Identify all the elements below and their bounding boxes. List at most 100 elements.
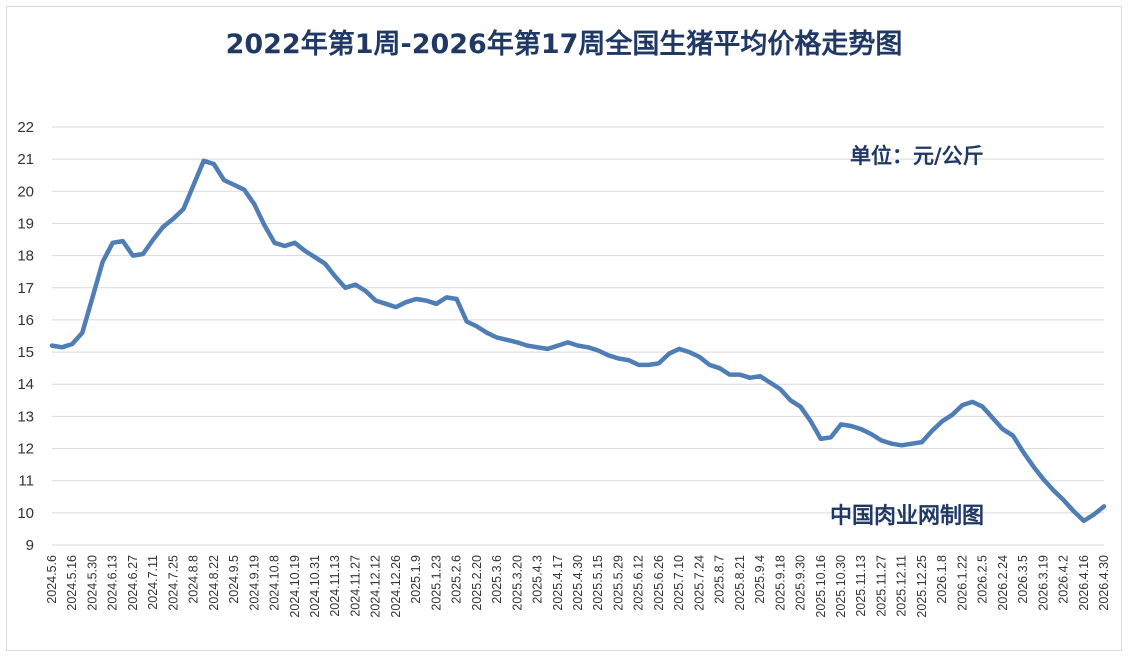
x-tick-label: 2026.1.22 xyxy=(955,555,969,611)
x-tick-label: 2025.4.30 xyxy=(571,555,585,611)
x-tick-label: 2025.7.10 xyxy=(672,555,686,611)
data-point xyxy=(526,344,529,347)
data-point xyxy=(597,349,600,352)
data-point xyxy=(536,346,539,349)
data-point xyxy=(101,260,104,264)
data-point xyxy=(708,363,711,367)
data-point xyxy=(971,400,974,404)
y-tick-label: 16 xyxy=(17,312,34,329)
data-point xyxy=(202,159,205,162)
data-point xyxy=(1032,465,1035,468)
data-point xyxy=(394,305,398,309)
data-point xyxy=(1021,450,1025,453)
data-point xyxy=(141,252,145,256)
data-point xyxy=(465,320,468,323)
data-point xyxy=(172,217,175,220)
x-tick-label: 2025.9.18 xyxy=(773,555,787,611)
data-point xyxy=(576,344,580,347)
x-tick-label: 2024.10.8 xyxy=(268,555,282,611)
data-point xyxy=(819,437,822,441)
data-point xyxy=(981,405,984,408)
data-point xyxy=(941,420,944,423)
y-tick-label: 22 xyxy=(17,119,34,136)
x-tick-label: 2025.4.17 xyxy=(551,555,565,611)
data-point xyxy=(586,346,590,349)
x-tick-label: 2024.10.31 xyxy=(308,555,322,618)
data-point xyxy=(607,354,610,357)
data-point xyxy=(920,440,924,444)
data-point xyxy=(475,325,478,328)
data-point xyxy=(60,346,64,349)
data-point xyxy=(678,347,681,351)
x-tick-label: 2025.3.20 xyxy=(510,555,524,611)
data-point xyxy=(647,363,650,367)
x-axis-ticks: 2024.5.6 2024.5.16 2024.5.30 2024.6.13 2024.… xyxy=(45,555,1111,618)
x-tick-label: 2025.9.30 xyxy=(794,555,808,611)
x-tick-label: 2025.6.26 xyxy=(652,555,666,611)
x-tick-label: 2024.8.22 xyxy=(207,555,221,611)
x-tick-label: 2024.9.19 xyxy=(247,555,261,611)
data-point xyxy=(1042,477,1045,481)
data-point xyxy=(698,355,701,359)
data-point xyxy=(384,302,387,305)
data-point xyxy=(435,302,438,305)
data-point xyxy=(283,244,286,248)
x-tick-label: 2024.11.13 xyxy=(328,555,342,617)
x-tick-label: 2026.4.16 xyxy=(1077,555,1091,611)
y-tick-label: 12 xyxy=(17,441,34,458)
x-tick-label: 2025.1.23 xyxy=(429,555,443,611)
data-point xyxy=(323,262,327,265)
data-point xyxy=(961,403,964,407)
data-point xyxy=(657,362,661,365)
x-tick-label: 2026.2.5 xyxy=(976,555,990,604)
data-point xyxy=(870,432,873,436)
data-point xyxy=(1092,513,1096,516)
x-tick-label: 2025.5.15 xyxy=(591,555,605,611)
data-point xyxy=(900,444,903,447)
data-point xyxy=(182,207,185,211)
x-tick-label: 2025.10.16 xyxy=(814,555,828,618)
data-point xyxy=(728,373,731,376)
data-point xyxy=(769,381,772,384)
y-tick-label: 21 xyxy=(17,151,34,168)
x-tick-label: 2025.5.29 xyxy=(611,555,625,611)
data-point xyxy=(849,424,853,428)
y-tick-label: 17 xyxy=(17,280,34,297)
x-tick-label: 2026.1.8 xyxy=(935,555,949,604)
data-point xyxy=(617,357,620,360)
data-point xyxy=(354,283,357,286)
x-tick-label: 2024.10.19 xyxy=(288,555,302,618)
data-point xyxy=(627,358,630,362)
x-tick-label: 2026.3.5 xyxy=(1016,555,1030,604)
data-point xyxy=(71,342,74,346)
x-tick-label: 2024.7.11 xyxy=(146,555,160,610)
x-tick-label: 2024.12.12 xyxy=(369,555,383,618)
data-point xyxy=(495,336,499,339)
source-label: 中国肉业网制图 xyxy=(830,503,985,529)
data-point xyxy=(910,442,913,445)
y-tick-label: 14 xyxy=(17,376,34,393)
data-point xyxy=(779,387,782,391)
data-point xyxy=(50,344,54,347)
data-point xyxy=(1072,510,1075,513)
data-point xyxy=(718,367,721,370)
data-point xyxy=(273,241,276,244)
data-point xyxy=(404,301,408,304)
data-point xyxy=(131,254,135,257)
data-point xyxy=(809,420,812,423)
data-point xyxy=(991,416,994,420)
data-point xyxy=(506,338,509,342)
x-tick-label: 2024.7.25 xyxy=(166,555,180,611)
data-point xyxy=(293,241,296,244)
x-tick-label: 2024.11.27 xyxy=(348,555,362,617)
data-point xyxy=(455,297,458,301)
data-point xyxy=(334,275,337,278)
data-point xyxy=(637,363,640,367)
data-point xyxy=(1001,428,1004,431)
x-tick-label: 2025.9.4 xyxy=(753,555,767,604)
data-point xyxy=(344,286,347,289)
data-point xyxy=(566,341,570,344)
data-point xyxy=(445,296,448,299)
data-point xyxy=(930,429,934,433)
